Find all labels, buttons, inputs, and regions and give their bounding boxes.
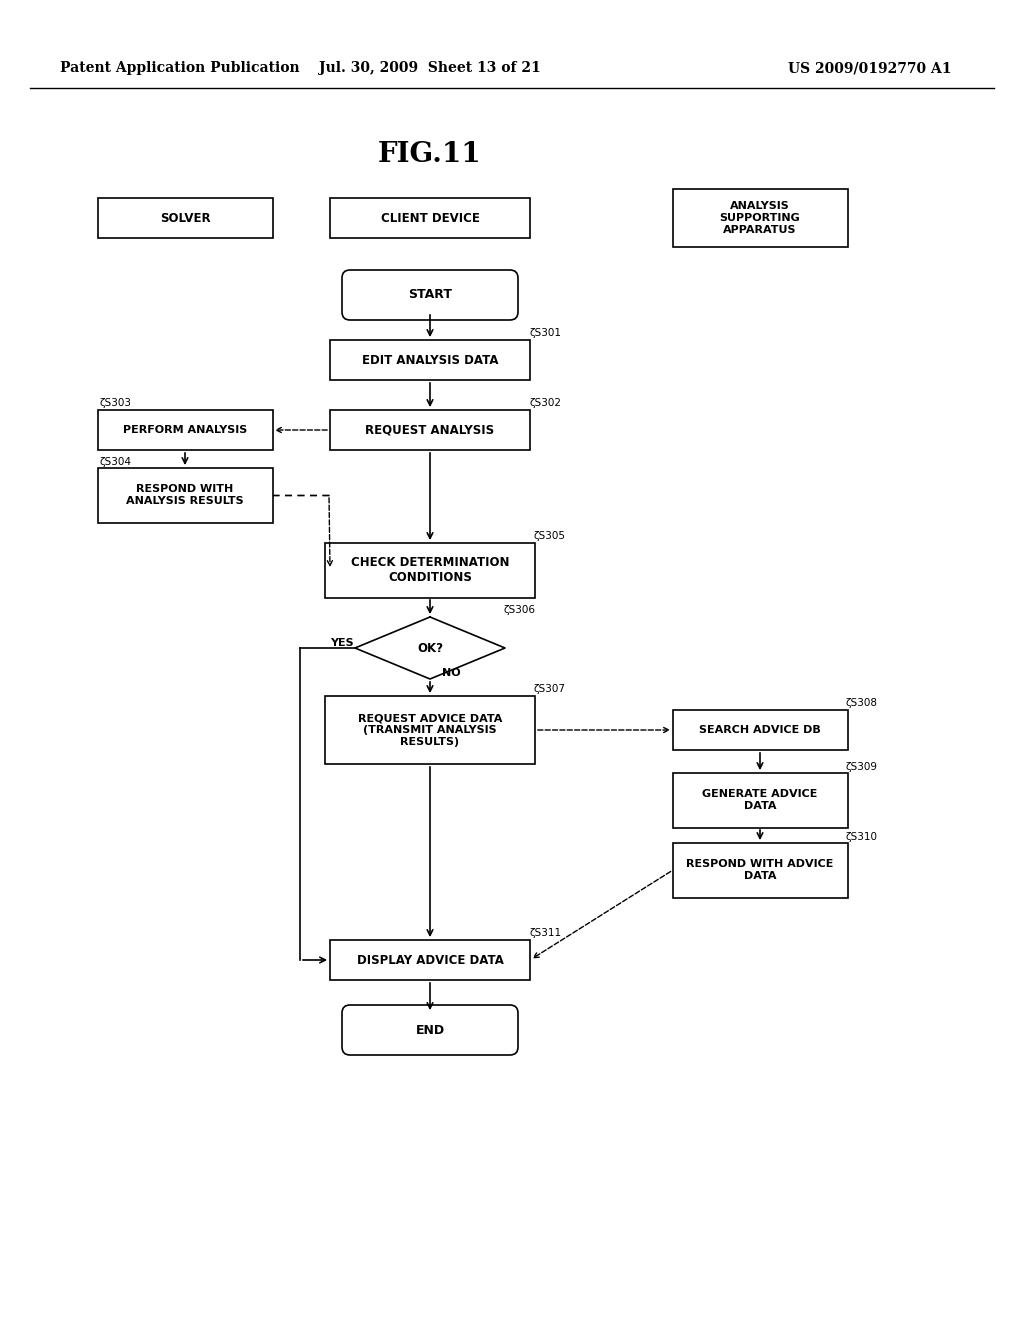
Text: SEARCH ADVICE DB: SEARCH ADVICE DB <box>699 725 821 735</box>
FancyBboxPatch shape <box>325 696 535 764</box>
Text: Patent Application Publication: Patent Application Publication <box>60 61 300 75</box>
Text: OK?: OK? <box>417 642 443 655</box>
Text: ζS310: ζS310 <box>846 832 878 842</box>
Text: NO: NO <box>442 668 461 678</box>
Polygon shape <box>355 616 505 678</box>
FancyBboxPatch shape <box>330 198 530 238</box>
Text: SOLVER: SOLVER <box>160 211 210 224</box>
Text: Jul. 30, 2009  Sheet 13 of 21: Jul. 30, 2009 Sheet 13 of 21 <box>319 61 541 75</box>
FancyBboxPatch shape <box>342 271 518 319</box>
FancyBboxPatch shape <box>97 411 272 450</box>
Text: ζS307: ζS307 <box>534 684 566 694</box>
Text: ζS303: ζS303 <box>99 399 131 408</box>
Text: END: END <box>416 1023 444 1036</box>
FancyBboxPatch shape <box>330 411 530 450</box>
FancyBboxPatch shape <box>97 198 272 238</box>
Text: DISPLAY ADVICE DATA: DISPLAY ADVICE DATA <box>356 953 504 966</box>
FancyBboxPatch shape <box>673 710 848 750</box>
Text: FIG.11: FIG.11 <box>378 141 482 169</box>
Text: ζS305: ζS305 <box>534 531 566 541</box>
Text: ζS308: ζS308 <box>846 698 878 708</box>
FancyBboxPatch shape <box>673 772 848 828</box>
Text: ζS311: ζS311 <box>530 928 562 939</box>
Text: PERFORM ANALYSIS: PERFORM ANALYSIS <box>123 425 247 436</box>
FancyBboxPatch shape <box>330 940 530 979</box>
Text: START: START <box>408 289 452 301</box>
Text: ζS304: ζS304 <box>99 457 131 467</box>
Text: US 2009/0192770 A1: US 2009/0192770 A1 <box>788 61 951 75</box>
Text: ANALYSIS
SUPPORTING
APPARATUS: ANALYSIS SUPPORTING APPARATUS <box>720 202 801 235</box>
FancyBboxPatch shape <box>330 341 530 380</box>
Text: ζS309: ζS309 <box>846 762 878 772</box>
Text: CHECK DETERMINATION
CONDITIONS: CHECK DETERMINATION CONDITIONS <box>351 556 509 583</box>
FancyBboxPatch shape <box>342 1005 518 1055</box>
Text: RESPOND WITH ADVICE
DATA: RESPOND WITH ADVICE DATA <box>686 859 834 880</box>
Text: ζS301: ζS301 <box>530 327 562 338</box>
Text: ζS306: ζS306 <box>504 605 536 615</box>
FancyBboxPatch shape <box>673 842 848 898</box>
Text: CLIENT DEVICE: CLIENT DEVICE <box>381 211 479 224</box>
Text: REQUEST ANALYSIS: REQUEST ANALYSIS <box>366 424 495 437</box>
Text: EDIT ANALYSIS DATA: EDIT ANALYSIS DATA <box>361 354 499 367</box>
FancyBboxPatch shape <box>97 467 272 523</box>
Text: YES: YES <box>330 638 354 648</box>
FancyBboxPatch shape <box>673 189 848 247</box>
Text: REQUEST ADVICE DATA
(TRANSMIT ANALYSIS
RESULTS): REQUEST ADVICE DATA (TRANSMIT ANALYSIS R… <box>357 713 502 747</box>
Text: RESPOND WITH
ANALYSIS RESULTS: RESPOND WITH ANALYSIS RESULTS <box>126 484 244 506</box>
Text: ζS302: ζS302 <box>530 399 562 408</box>
Text: GENERATE ADVICE
DATA: GENERATE ADVICE DATA <box>702 789 818 810</box>
FancyBboxPatch shape <box>325 543 535 598</box>
